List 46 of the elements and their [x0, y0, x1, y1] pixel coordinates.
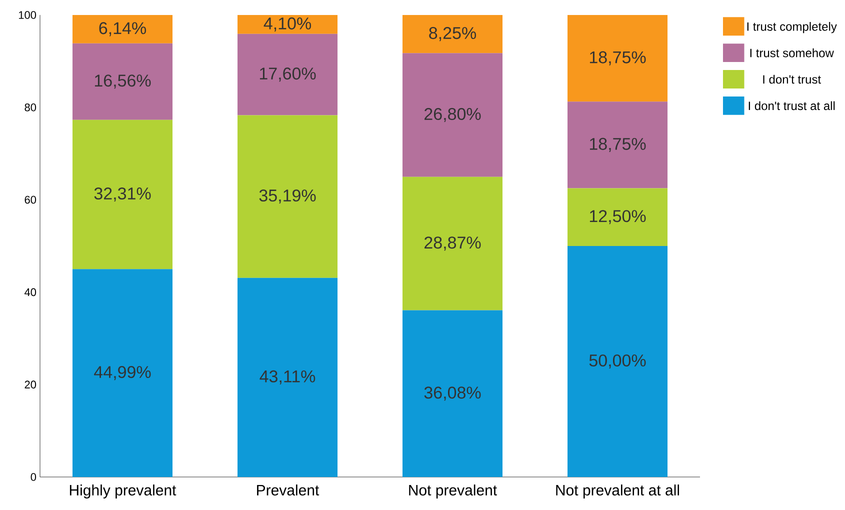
- bar: [72, 14, 173, 44]
- legend-label: I trust completely: [747, 22, 837, 34]
- data-label: 44,99%: [94, 366, 151, 380]
- data-label: 28,87%: [424, 236, 481, 251]
- legend-label: I don't trust at all: [748, 101, 835, 110]
- y-tick-label: 20: [24, 380, 36, 388]
- bar: [568, 188, 668, 246]
- data-label: 36,08%: [424, 386, 481, 401]
- y-tick-label: 40: [24, 288, 36, 296]
- bar: [238, 115, 338, 278]
- data-label: 18,75%: [590, 51, 646, 66]
- data-label: 18,75%: [590, 138, 646, 152]
- bar: [72, 43, 173, 120]
- bar: [402, 53, 503, 177]
- y-tick-label: 0: [30, 473, 36, 481]
- bar: [238, 14, 338, 34]
- bar: [402, 176, 503, 310]
- x-tick-label: Prevalent: [257, 484, 320, 496]
- x-tick-label: Not prevalent: [409, 484, 497, 498]
- data-label: 35,19%: [259, 190, 316, 204]
- data-label: 50,00%: [589, 354, 646, 369]
- bar: [402, 14, 503, 54]
- data-label: 17,60%: [260, 68, 316, 82]
- bar: [238, 34, 338, 116]
- data-label: 16,56%: [94, 74, 151, 89]
- data-label: 26,80%: [424, 108, 481, 122]
- bar: [238, 278, 338, 477]
- data-label: 6,14%: [99, 22, 146, 36]
- y-tick-label: 60: [24, 196, 36, 204]
- y-tick-label: 100: [18, 11, 36, 19]
- data-label: 12,50%: [590, 210, 646, 224]
- data-label: 32,31%: [94, 187, 151, 202]
- x-tick-label: Highly prevalent: [70, 484, 176, 498]
- bar: [568, 102, 668, 188]
- x-tick-label: Not prevalent at all: [556, 484, 680, 498]
- bar: [72, 269, 173, 477]
- bar: [568, 14, 668, 102]
- legend-label: I don't trust: [763, 74, 821, 84]
- data-label: 4,10%: [264, 17, 312, 32]
- bar: [568, 246, 668, 477]
- legend-label: I trust somehow: [750, 48, 834, 58]
- data-label: 8,25%: [429, 27, 476, 42]
- y-tick-label: 80: [24, 103, 36, 112]
- bar: [72, 120, 173, 270]
- bar: [402, 310, 503, 477]
- data-label: 43,11%: [260, 370, 316, 384]
